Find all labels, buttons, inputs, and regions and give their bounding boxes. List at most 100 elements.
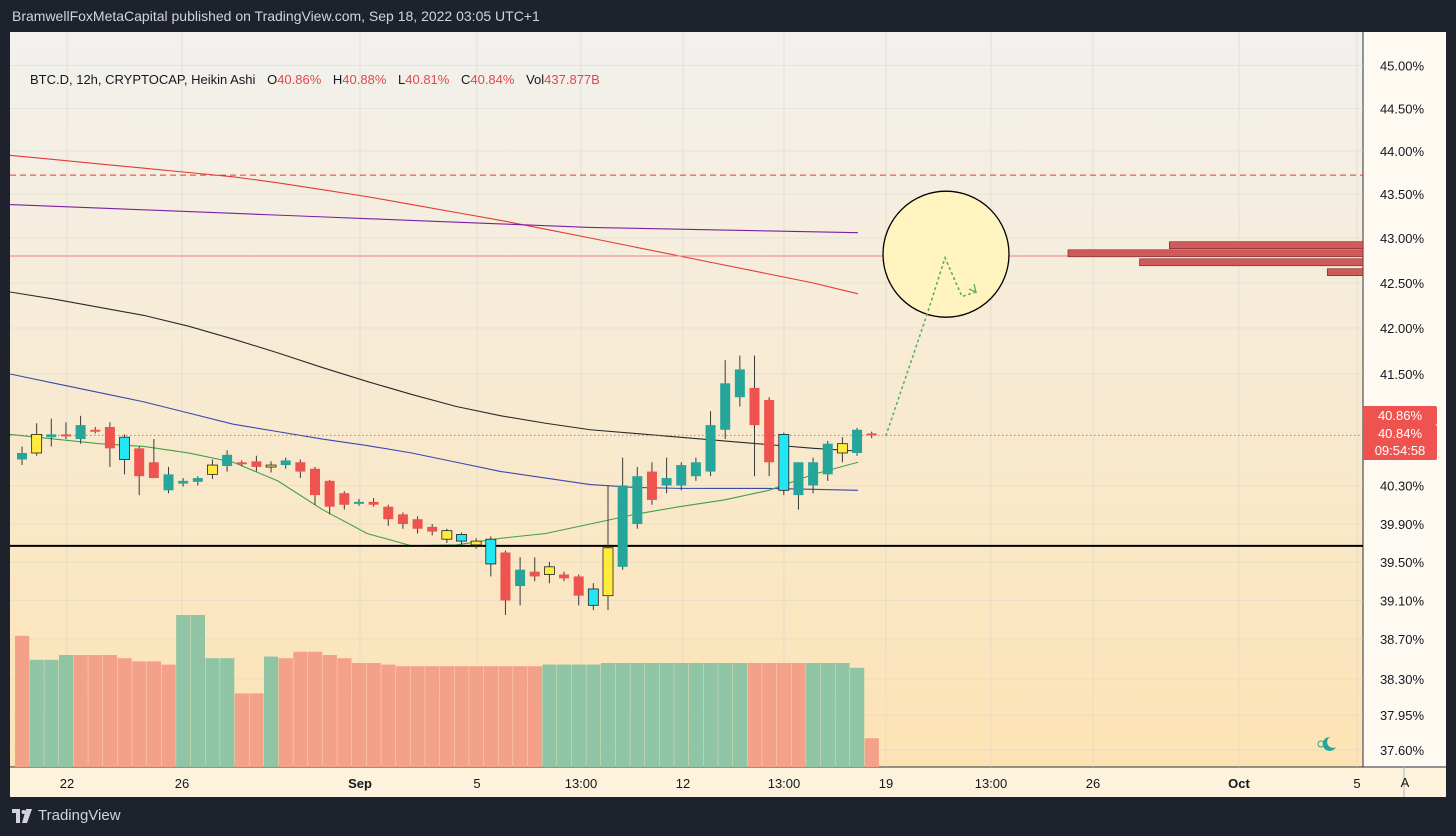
publish-header: BramwellFoxMetaCapital published on Trad… xyxy=(0,0,1456,32)
candle-body xyxy=(134,448,145,477)
volume-bar xyxy=(278,658,293,767)
volume-bar xyxy=(586,664,601,767)
volume-bar xyxy=(557,664,572,767)
volume-bar xyxy=(791,663,806,767)
close-value: 40.84% xyxy=(470,72,515,87)
candle-body xyxy=(251,461,262,467)
close-label: C xyxy=(460,72,471,87)
volume-bar xyxy=(571,664,586,767)
volume-bar xyxy=(176,615,191,767)
candle-body xyxy=(559,574,570,579)
candle-body xyxy=(368,501,379,505)
target-circle-shape[interactable] xyxy=(882,190,1010,318)
volume-bar xyxy=(308,651,323,767)
volume-bar xyxy=(337,658,352,767)
candle-body xyxy=(456,534,467,542)
price-axis-labels: 45.00% 44.50% 44.00% 43.50% 43.00% 42.50% 42.0… xyxy=(1380,59,1425,759)
candle-body xyxy=(236,462,247,465)
volume-bar xyxy=(820,663,835,767)
projection-path[interactable] xyxy=(885,255,977,437)
volume-bar xyxy=(513,666,528,767)
volume-bar xyxy=(732,663,748,767)
candle-body xyxy=(544,566,555,575)
candle-body xyxy=(822,443,833,475)
theme-toggle-icon[interactable] xyxy=(1317,736,1336,751)
volume-bars xyxy=(15,615,879,767)
volume-bar xyxy=(601,663,616,767)
time-axis-labels: 22 26 Sep 5 13:00 12 13:00 19 13:00 26 Oct 5 xyxy=(60,776,1361,791)
candle-body xyxy=(778,433,790,491)
volume-bar xyxy=(44,659,59,767)
tradingview-brand[interactable]: TradingView xyxy=(12,807,121,824)
volume-bar xyxy=(381,664,396,767)
y-tick-label: 43.50% xyxy=(1380,187,1425,202)
volume-bar xyxy=(190,615,205,767)
volume-bar xyxy=(864,738,879,767)
profile-bar xyxy=(1139,258,1364,267)
candle-body xyxy=(222,454,233,466)
y-tick-label: 38.30% xyxy=(1380,672,1425,687)
volume-bar xyxy=(674,663,689,767)
y-tick-label: 37.60% xyxy=(1380,743,1425,758)
volume-bar xyxy=(205,658,220,767)
volume-bar xyxy=(351,663,367,767)
profile-bar xyxy=(1067,249,1364,258)
candle-body xyxy=(602,547,614,597)
candle-body xyxy=(353,501,364,504)
x-tick-label: 26 xyxy=(175,776,189,791)
x-tick-label: Oct xyxy=(1228,776,1250,791)
volume-bar xyxy=(146,661,162,767)
candle-body xyxy=(515,569,526,587)
projection-line[interactable] xyxy=(885,255,977,437)
volume-bar xyxy=(425,666,440,767)
close-price-tag-bg xyxy=(1363,425,1437,460)
candle-body xyxy=(383,506,394,520)
x-tick-label: 13:00 xyxy=(768,776,801,791)
footer-bar: TradingView xyxy=(0,797,1456,836)
candle-body xyxy=(661,478,672,486)
volume-bar xyxy=(220,658,235,767)
auto-scale-button[interactable]: A xyxy=(1401,775,1410,790)
ma-line-black xyxy=(9,291,859,452)
candle-body xyxy=(192,478,203,482)
volume-value: 437.877B xyxy=(544,72,600,87)
target-circle[interactable] xyxy=(882,190,1010,318)
candle-body xyxy=(412,519,423,529)
ma-line-blue xyxy=(9,373,859,491)
y-tick-label: 43.00% xyxy=(1380,231,1425,246)
y-tick-label: 37.95% xyxy=(1380,708,1425,723)
candle-body xyxy=(104,426,115,449)
volume-bar xyxy=(454,666,469,767)
candle-body xyxy=(764,400,775,463)
volume-bar xyxy=(439,666,455,767)
candle-body xyxy=(148,462,159,479)
ma-line-purple xyxy=(9,204,859,234)
volume-profile xyxy=(1067,241,1364,276)
candle-body xyxy=(690,462,701,477)
ma-line-red xyxy=(9,154,859,295)
candles xyxy=(17,355,877,615)
volume-bar xyxy=(527,666,542,767)
candle-body xyxy=(324,480,335,507)
candle-body xyxy=(866,433,877,436)
volume-bar xyxy=(29,659,44,767)
chart-svg[interactable]: 45.00% 44.50% 44.00% 43.50% 43.00% 42.50% 42.0… xyxy=(9,32,1446,797)
candle-body xyxy=(749,387,760,426)
y-tick-label: 44.00% xyxy=(1380,144,1425,159)
symbol-legend: BTC.D, 12h, CRYPTOCAP, Heikin Ashi O40.8… xyxy=(30,72,600,87)
candle-body xyxy=(17,452,27,460)
volume-label: Vol xyxy=(526,72,545,87)
high-value: 40.88% xyxy=(342,72,387,87)
y-tick-label: 42.00% xyxy=(1380,321,1425,336)
candle-body xyxy=(646,471,657,500)
low-value: 40.81% xyxy=(405,72,450,87)
candle-body xyxy=(573,576,584,596)
volume-bar xyxy=(498,666,513,767)
profile-bar xyxy=(1326,268,1364,276)
volume-bar xyxy=(132,661,147,767)
volume-bar xyxy=(644,663,660,767)
volume-bar xyxy=(659,663,674,767)
projection-arrowhead xyxy=(968,283,977,294)
x-tick-label: 22 xyxy=(60,776,74,791)
y-tick-label: 41.50% xyxy=(1380,367,1425,382)
